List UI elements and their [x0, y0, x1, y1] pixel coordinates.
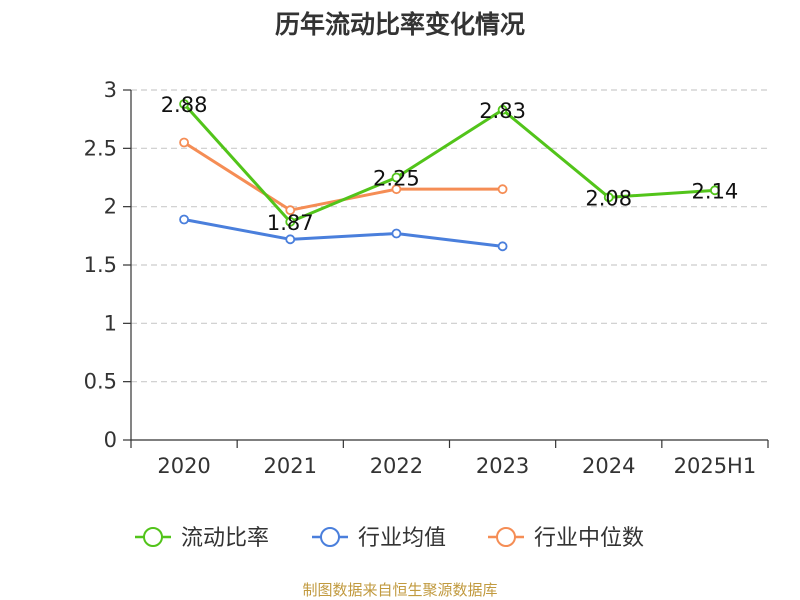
data-point	[391, 228, 402, 239]
series-line	[182, 102, 716, 224]
data-label: 2.08	[585, 186, 632, 210]
legend-label: 流动比率	[181, 526, 269, 551]
y-tick-label: 0.5	[84, 370, 117, 394]
data-point	[179, 214, 189, 225]
source-note: 制图数据来自恒生聚源数据库	[302, 581, 497, 599]
data-point	[285, 216, 296, 227]
legend-swatch-marker	[143, 527, 163, 547]
data-point	[497, 184, 508, 195]
data-point	[391, 172, 402, 183]
legend-label: 行业均值	[358, 526, 446, 551]
series-line	[183, 218, 503, 248]
y-tick-label: 1	[104, 311, 117, 335]
series-lines	[179, 99, 720, 252]
data-labels: 2.88 1.87 2.25 2.83 2.08 2.14	[161, 93, 739, 235]
y-tick-label: 1.5	[84, 253, 117, 277]
y-tick-label: 2	[104, 195, 117, 219]
data-label: 2.83	[479, 99, 526, 123]
data-point	[285, 205, 296, 216]
data-point	[179, 137, 189, 148]
legend-item: 行业中位数	[488, 526, 644, 551]
legend-swatch-marker	[496, 527, 516, 547]
x-tick-label: 2020	[157, 454, 210, 478]
data-point	[497, 104, 508, 115]
chart-title: 历年流动比率变化情况	[275, 10, 525, 39]
x-tick-label: 2022	[370, 454, 423, 478]
legend-item: 行业均值	[312, 526, 446, 551]
x-tick-label: 2023	[476, 454, 529, 478]
data-label: 1.87	[267, 211, 314, 235]
grid-lines	[131, 89, 768, 383]
x-axis: 2020 2021 2022 2023 2024 2025H1	[130, 439, 769, 478]
legend-label: 行业中位数	[534, 526, 644, 551]
legend: 流动比率 行业均值 行业中位数	[135, 526, 644, 551]
y-tick-label: 2.5	[84, 136, 117, 160]
x-tick-label: 2021	[264, 454, 317, 478]
data-label: 2.88	[161, 93, 208, 117]
x-tick-label: 2025H1	[674, 454, 757, 478]
data-label: 2.25	[373, 167, 420, 191]
y-axis: 0 0.5 1 1.5 2 2.5 3	[84, 78, 132, 452]
legend-item: 流动比率	[135, 526, 269, 551]
y-tick-label: 0	[104, 428, 117, 452]
y-tick-label: 3	[104, 78, 117, 102]
x-tick-label: 2024	[582, 454, 635, 478]
data-point	[710, 185, 720, 196]
data-point	[603, 192, 614, 203]
data-label: 2.14	[692, 179, 739, 203]
data-point	[285, 234, 296, 245]
legend-swatch-marker	[320, 527, 340, 547]
data-point	[179, 99, 189, 109]
data-point	[497, 241, 508, 252]
data-point	[391, 184, 402, 195]
